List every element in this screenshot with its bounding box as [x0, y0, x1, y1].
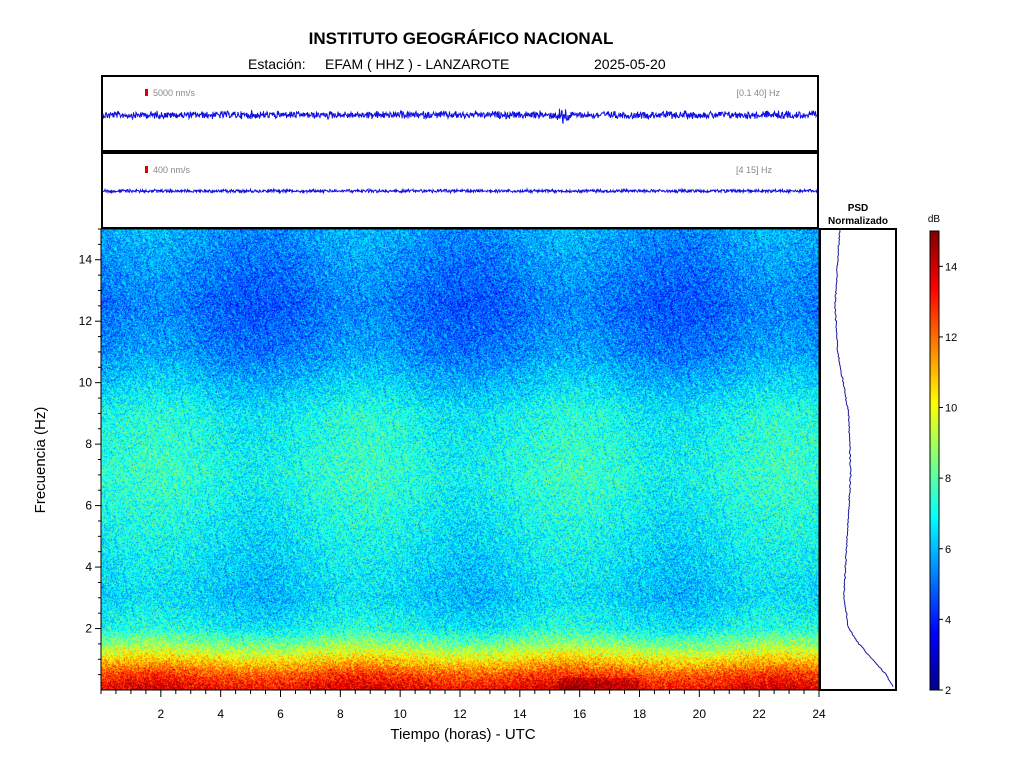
colorbar: dB 2 4 6 8 10 12 14 [928, 214, 957, 697]
x-tick-label: 6 [277, 707, 284, 721]
x-tick-label: 18 [633, 707, 647, 721]
seismic-trace-line [102, 187, 818, 195]
x-axis-ticks: 2 4 6 8 10 12 14 16 18 20 22 24 [100, 690, 826, 721]
y-tick-label: 10 [79, 376, 93, 390]
x-tick-label: 14 [513, 707, 527, 721]
psd-title: PSD [848, 203, 869, 214]
psd-frame [819, 228, 897, 691]
x-axis-label: Tiempo (horas) - UTC [390, 726, 535, 743]
trace-scale-label: 400 nm/s [153, 165, 191, 175]
psd-panel: PSD Normalizado [819, 203, 897, 691]
psd-subtitle: Normalizado [828, 216, 888, 227]
x-tick-label: 12 [453, 707, 467, 721]
x-tick-label: 8 [337, 707, 344, 721]
x-tick-label: 10 [393, 707, 407, 721]
x-tick-label: 22 [752, 707, 766, 721]
y-axis-label: Frecuencia (Hz) [32, 407, 49, 514]
y-tick-label: 12 [79, 314, 93, 328]
scale-bar-marker [145, 166, 148, 173]
station-name: EFAM ( HHZ ) - LANZAROTE [325, 56, 509, 72]
colorbar-tick-label: 10 [945, 403, 957, 415]
colorbar-unit: dB [928, 214, 941, 225]
y-axis-ticks: 2 4 6 8 10 12 14 [79, 228, 101, 676]
x-tick-label: 4 [217, 707, 224, 721]
x-tick-label: 16 [573, 707, 587, 721]
psd-curve [834, 228, 894, 688]
trace-band-label: [0.1 40] Hz [736, 88, 780, 98]
trace-band-label: [4 15] Hz [736, 165, 773, 175]
colorbar-ticks: 2 4 6 8 10 12 14 [939, 261, 957, 697]
colorbar-tick-label: 14 [945, 261, 957, 273]
trace-panel-broadband: 5000 nm/s [0.1 40] Hz [101, 75, 819, 152]
colorbar-tick-label: 8 [945, 473, 951, 485]
trace-panel-frame [101, 75, 819, 152]
spectrogram-heatmap [101, 229, 819, 690]
colorbar-tick-label: 2 [945, 685, 951, 697]
trace-panel-filtered: 400 nm/s [4 15] Hz [101, 152, 819, 229]
figure-title: INSTITUTO GEOGRÁFICO NACIONAL [309, 29, 614, 48]
colorbar-gradient [929, 230, 940, 691]
trace-scale-label: 5000 nm/s [153, 88, 196, 98]
seismic-trace-line [102, 108, 818, 124]
y-tick-label: 8 [85, 437, 92, 451]
y-tick-label: 2 [85, 622, 92, 636]
x-tick-label: 20 [693, 707, 707, 721]
scale-bar-marker [145, 89, 148, 96]
y-tick-label: 14 [79, 253, 93, 267]
colorbar-tick-label: 12 [945, 332, 957, 344]
x-tick-label: 24 [812, 707, 826, 721]
colorbar-tick-label: 4 [945, 614, 951, 626]
x-tick-label: 2 [157, 707, 164, 721]
station-label: Estación: [248, 56, 306, 72]
y-tick-label: 4 [85, 560, 92, 574]
colorbar-tick-label: 6 [945, 544, 951, 556]
station-date: 2025-05-20 [594, 56, 666, 72]
y-tick-label: 6 [85, 499, 92, 513]
